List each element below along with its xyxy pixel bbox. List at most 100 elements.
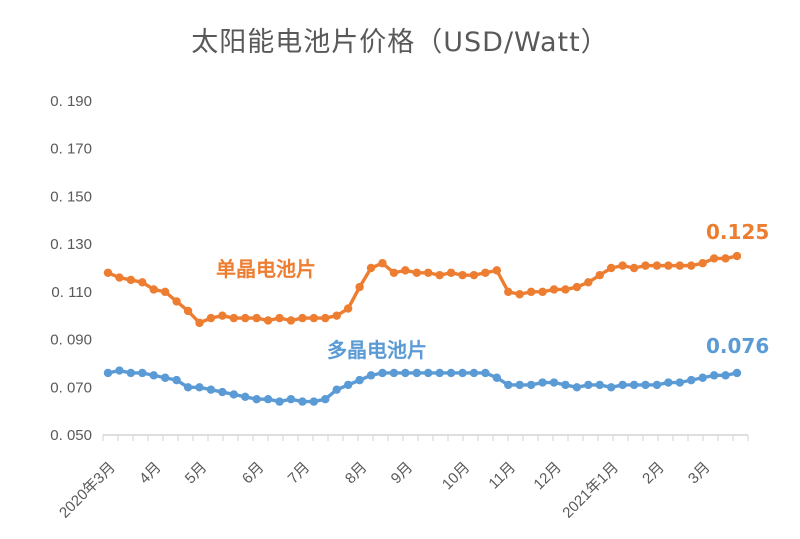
y-tick-label: 0. 110: [51, 284, 92, 301]
data-point-marker: [446, 268, 456, 277]
data-point-marker: [286, 316, 296, 325]
data-point-marker: [252, 313, 261, 323]
data-point-marker: [275, 313, 284, 323]
data-point-marker: [241, 392, 250, 402]
data-point-marker: [355, 282, 364, 292]
data-point-marker: [412, 368, 421, 378]
data-point-marker: [629, 380, 639, 390]
chart-title: 太阳能电池片价格（USD/Watt）: [191, 27, 609, 58]
data-point-marker: [229, 313, 238, 323]
data-point-marker: [343, 304, 353, 313]
data-point-marker: [138, 368, 147, 378]
data-point-marker: [366, 371, 376, 380]
data-point-marker: [229, 390, 238, 399]
data-point-marker: [206, 385, 216, 394]
data-point-marker: [538, 287, 547, 297]
data-point-marker: [469, 368, 479, 378]
y-tick-label: 0. 190: [50, 93, 92, 110]
data-point-marker: [515, 290, 524, 299]
data-point-marker: [195, 383, 204, 392]
data-point-marker: [492, 373, 502, 382]
data-point-marker: [206, 313, 216, 323]
data-point-marker: [343, 380, 353, 390]
data-point-marker: [561, 285, 570, 294]
data-point-marker: [218, 387, 227, 397]
x-tick-label: 11月: [485, 459, 519, 493]
data-point-marker: [286, 395, 296, 404]
data-point-marker: [629, 263, 639, 273]
data-point-marker: [504, 380, 513, 390]
data-point-marker: [721, 371, 730, 380]
data-point-marker: [355, 375, 364, 385]
data-point-marker: [378, 259, 387, 268]
data-point-marker: [149, 285, 158, 294]
y-tick-label: 0. 170: [50, 141, 92, 158]
data-point-marker: [103, 368, 113, 378]
data-point-marker: [172, 297, 181, 306]
data-point-marker: [572, 282, 582, 292]
x-tick-label: 7月: [285, 459, 314, 488]
data-point-marker: [732, 251, 742, 261]
x-tick-label: 2021年1月: [559, 459, 622, 522]
data-point-marker: [424, 368, 433, 378]
data-point-marker: [515, 380, 524, 390]
data-point-marker: [309, 397, 319, 406]
data-point-marker: [321, 395, 330, 404]
data-point-marker: [675, 378, 684, 387]
data-point-marker: [401, 368, 410, 378]
data-point-marker: [492, 266, 502, 275]
data-point-marker: [721, 254, 730, 263]
y-tick-label: 0. 070: [50, 379, 92, 396]
data-point-marker: [195, 318, 204, 328]
data-point-marker: [103, 268, 113, 277]
data-point-marker: [606, 263, 616, 273]
y-tick-label: 0. 150: [50, 188, 92, 205]
x-tick-label: 10月: [439, 459, 473, 493]
data-point-marker: [618, 261, 627, 270]
data-point-marker: [366, 263, 376, 273]
data-point-marker: [641, 380, 650, 390]
data-point-marker: [709, 254, 719, 263]
data-point-marker: [584, 278, 593, 287]
data-point-marker: [160, 373, 170, 382]
data-point-marker: [664, 261, 673, 270]
data-point-marker: [446, 368, 456, 378]
data-point-marker: [160, 287, 170, 297]
data-point-marker: [538, 378, 547, 387]
y-tick-label: 0. 050: [50, 427, 92, 444]
data-point-marker: [469, 270, 479, 280]
data-point-marker: [241, 313, 250, 323]
data-point-marker: [561, 380, 570, 390]
data-point-marker: [389, 268, 399, 277]
data-point-marker: [412, 268, 421, 277]
data-point-marker: [172, 375, 181, 385]
poly-series: [103, 366, 742, 406]
data-point-marker: [652, 380, 662, 390]
data-point-marker: [218, 311, 227, 320]
data-point-marker: [606, 383, 616, 392]
data-point-marker: [549, 285, 559, 294]
data-point-marker: [595, 380, 604, 390]
data-point-marker: [549, 378, 559, 387]
data-point-marker: [115, 366, 124, 375]
data-point-marker: [126, 368, 136, 378]
x-tick-label: 4月: [136, 459, 165, 488]
data-point-marker: [481, 368, 490, 378]
x-tick-label: 6月: [239, 459, 268, 488]
data-point-marker: [332, 385, 341, 394]
data-point-marker: [378, 368, 387, 378]
data-point-marker: [126, 275, 136, 285]
data-point-marker: [401, 266, 410, 275]
data-point-marker: [698, 259, 707, 268]
data-point-marker: [595, 270, 604, 280]
x-tick-label: 5月: [182, 459, 211, 488]
data-point-marker: [321, 313, 330, 323]
mono-end-value-label: 0.125: [706, 220, 770, 244]
data-point-marker: [183, 383, 193, 392]
data-point-marker: [709, 371, 719, 380]
data-point-marker: [458, 368, 467, 378]
data-point-marker: [458, 270, 467, 280]
x-tick-label: 3月: [685, 459, 714, 488]
data-point-marker: [332, 311, 341, 320]
